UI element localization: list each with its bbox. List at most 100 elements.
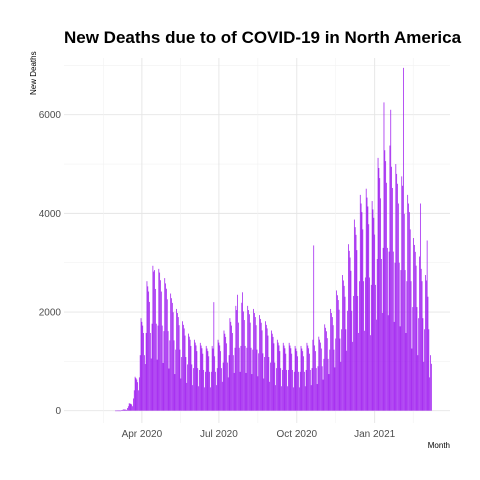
y-tick-label: 4000: [39, 209, 62, 220]
bar: [361, 204, 362, 411]
bar: [176, 309, 177, 411]
bar: [292, 370, 293, 411]
bar: [371, 285, 372, 411]
bar: [241, 303, 242, 411]
bar: [250, 323, 251, 411]
bar: [339, 310, 340, 411]
bar: [147, 286, 148, 410]
bar: [117, 411, 118, 412]
bar: [358, 333, 359, 411]
bar: [340, 362, 341, 411]
bar: [320, 343, 321, 411]
bar: [327, 338, 328, 411]
bar: [211, 372, 212, 411]
bar: [323, 359, 324, 411]
bar: [395, 164, 396, 411]
bar: [259, 315, 260, 411]
bar: [178, 317, 179, 411]
bar: [217, 368, 218, 411]
bar: [389, 252, 390, 411]
bar: [129, 403, 130, 410]
bar: [154, 270, 155, 411]
bar: [312, 368, 313, 411]
bar: [240, 372, 241, 411]
bar: [368, 224, 369, 410]
bar: [224, 334, 225, 411]
bar: [376, 320, 377, 411]
bar: [247, 306, 248, 411]
bar: [429, 377, 430, 410]
bar: [213, 302, 214, 411]
bar: [285, 348, 286, 410]
bar: [148, 292, 149, 411]
bar: [381, 259, 382, 411]
bar: [237, 295, 238, 411]
bar: [270, 363, 271, 411]
bar: [169, 368, 170, 410]
bar: [195, 343, 196, 411]
bar: [311, 385, 312, 411]
bar: [200, 343, 201, 411]
bar: [175, 374, 176, 411]
bar: [116, 411, 117, 412]
bar: [203, 370, 204, 411]
bar: [328, 359, 329, 411]
bar: [197, 368, 198, 411]
bar: [198, 386, 199, 410]
bar: [390, 110, 391, 411]
bar: [164, 331, 165, 411]
bar: [234, 373, 235, 411]
bar: [269, 382, 270, 411]
bar: [246, 348, 247, 411]
bar: [368, 206, 369, 410]
bar: [359, 281, 360, 410]
bar: [136, 378, 137, 411]
bar: [391, 167, 392, 411]
bar: [379, 168, 380, 411]
bar: [209, 372, 210, 411]
bar: [329, 350, 330, 411]
bar: [130, 404, 131, 411]
bar: [227, 363, 228, 411]
bar: [145, 364, 146, 411]
bar: [369, 277, 370, 410]
bar: [151, 359, 152, 411]
bar: [255, 317, 256, 411]
bar: [202, 354, 203, 411]
bar: [258, 353, 259, 410]
bar: [170, 294, 171, 411]
bar: [385, 161, 386, 411]
bar: [332, 317, 333, 411]
bar: [149, 302, 150, 411]
bar: [304, 372, 305, 411]
bar: [218, 340, 219, 411]
bar: [318, 337, 319, 411]
bar: [382, 313, 383, 411]
bar: [334, 367, 335, 410]
bar: [191, 364, 192, 410]
bar: [238, 323, 239, 411]
bar: [420, 204, 421, 411]
bar: [220, 351, 221, 411]
bar: [271, 331, 272, 411]
bar: [272, 334, 273, 411]
bar: [235, 306, 236, 411]
bar: [310, 370, 311, 411]
bar: [285, 354, 286, 411]
bar: [377, 259, 378, 411]
bar: [256, 325, 257, 410]
bar: [232, 333, 233, 411]
bar: [373, 209, 374, 410]
bar: [252, 374, 253, 411]
bar: [341, 329, 342, 410]
bar: [216, 385, 217, 411]
bar: [134, 390, 135, 410]
bar: [167, 299, 168, 410]
bar: [307, 346, 308, 411]
bar: [139, 377, 140, 410]
bar: [262, 330, 263, 410]
bar: [405, 270, 406, 411]
bar: [296, 351, 297, 411]
bar: [387, 248, 388, 411]
bar: [329, 374, 330, 411]
